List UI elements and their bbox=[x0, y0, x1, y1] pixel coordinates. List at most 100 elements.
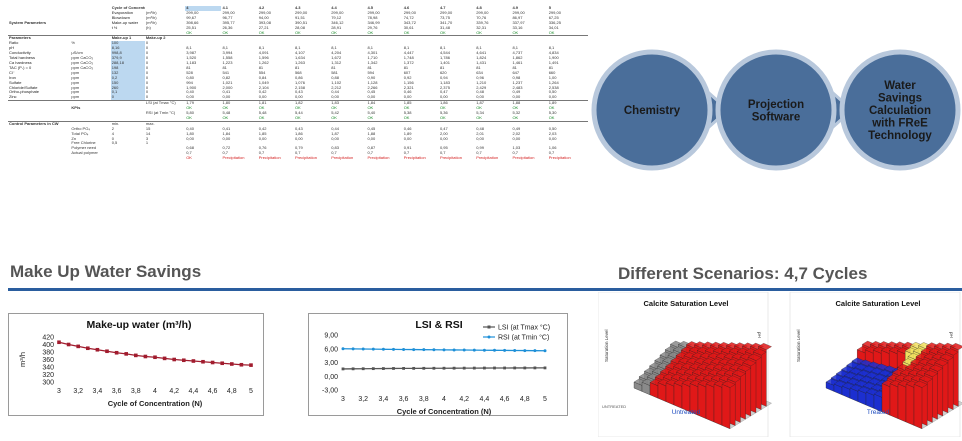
table-cell: 4.2 bbox=[258, 6, 265, 10]
data-point bbox=[95, 347, 100, 352]
table-cell: 0,00 bbox=[367, 95, 376, 100]
table-cell: 341,70 bbox=[439, 20, 453, 25]
table-cell: 1,89 bbox=[547, 100, 588, 107]
data-point bbox=[392, 367, 395, 370]
surface-bar bbox=[649, 379, 664, 399]
bar-face bbox=[897, 383, 907, 423]
table-cell: 0,7 bbox=[548, 151, 555, 156]
x-tick-label: 4,8 bbox=[520, 396, 530, 403]
bar-top bbox=[939, 353, 954, 361]
y-tick-label: 300 bbox=[42, 380, 54, 387]
table-cell: 1,84 bbox=[222, 131, 231, 136]
table-cell: 1,87 bbox=[331, 131, 339, 136]
table-cell: 1,84 bbox=[366, 100, 403, 107]
x-tick-label: 3,8 bbox=[419, 396, 429, 403]
table-cell: 0,7 bbox=[331, 151, 337, 156]
makeup-water-chart-panel: Make-up water (m³/h) 300 320 340 360 380 400 42… bbox=[8, 313, 264, 416]
table-cell: 0,7 bbox=[476, 151, 482, 156]
table-cell: 5,32 bbox=[512, 111, 521, 116]
table-cell: 0,00 bbox=[476, 95, 484, 100]
table-cell: 94,00 bbox=[258, 15, 269, 20]
table-cell: 81 bbox=[294, 65, 300, 70]
table-cell: 0 bbox=[145, 70, 149, 75]
table-cell: Make-up water bbox=[111, 20, 139, 25]
data-point bbox=[341, 367, 345, 371]
table-cell: 1,862 bbox=[512, 56, 523, 61]
table-cell: 81 bbox=[258, 65, 264, 70]
system-row: Blowdown (m³/h) 99,67 96,77 94,00 91,51 79,12 7… bbox=[8, 16, 588, 21]
table-cell: Polymer need bbox=[71, 146, 97, 151]
table-cell: OK bbox=[294, 106, 301, 111]
table-cell: 5,80 bbox=[186, 111, 194, 116]
table-cell bbox=[185, 120, 222, 127]
table-cell: 1,86 bbox=[294, 131, 303, 136]
table-cell: 5,36 bbox=[439, 111, 448, 116]
table-cell: 1,88 bbox=[367, 131, 376, 136]
table-cell: Total hardness bbox=[9, 56, 36, 61]
table-cell: OK bbox=[331, 115, 337, 120]
bar-top bbox=[929, 364, 944, 372]
spreadsheet: Cycle of Concentration (N)44.14.24.34.44… bbox=[8, 6, 588, 218]
table-cell: 0 bbox=[145, 75, 149, 80]
table-cell: 81 bbox=[186, 65, 191, 70]
data-point bbox=[351, 367, 355, 371]
bar-face bbox=[673, 382, 683, 409]
table-cell bbox=[221, 35, 258, 42]
ph-axis-label: pH bbox=[757, 332, 762, 338]
table-cell: 0,00 bbox=[367, 136, 376, 141]
x-tick-label: 4,8 bbox=[227, 388, 237, 395]
data-point bbox=[66, 342, 71, 347]
table-cell: 0,86 bbox=[294, 75, 303, 80]
flow-step-3: Water Savings Calculation with FReE Technolo… bbox=[839, 49, 961, 171]
table-cell: 28,91 bbox=[331, 25, 342, 30]
data-point bbox=[493, 348, 496, 352]
param-row: Ortho-phosphate ppm 0,1 0 0,40 0,41 0,42 0,43 0,… bbox=[8, 90, 588, 96]
table-cell: OK bbox=[512, 30, 519, 35]
bar-top bbox=[737, 364, 752, 372]
data-point bbox=[124, 352, 128, 356]
x-tick-label: 3,2 bbox=[358, 396, 368, 403]
control-row: Free Chlorine 0,5 1 bbox=[8, 141, 588, 146]
table-cell: 299,00 bbox=[548, 10, 561, 15]
table-cell: 1,021 bbox=[222, 80, 233, 85]
table-cell: 100 bbox=[110, 41, 145, 47]
table-cell: 29,76 bbox=[367, 25, 378, 30]
control-row: Actual polymer 0,7 0,7 0,7 0,7 0,7 0,7 0,7 0,7 0,… bbox=[8, 151, 588, 156]
table-cell: OK bbox=[476, 115, 482, 120]
data-point bbox=[76, 344, 80, 349]
table-cell: 299,00 bbox=[439, 10, 453, 15]
scenario-panel: Calcite Saturation Level Saturation Level… bbox=[789, 292, 962, 437]
data-point bbox=[134, 353, 138, 358]
table-cell: OK bbox=[222, 106, 229, 111]
flow-step-label: Chemistry bbox=[624, 105, 681, 117]
x-axis-label: Cycle of Concentration (N) bbox=[397, 407, 492, 416]
table-cell: 0,45 bbox=[367, 126, 376, 131]
table-cell: 299,00 bbox=[331, 10, 344, 15]
table-cell: 1,85 bbox=[258, 131, 267, 136]
table-cell: Precipitation bbox=[294, 156, 317, 161]
table-cell bbox=[366, 35, 403, 42]
table-cell: 0,00 bbox=[403, 95, 412, 100]
table-cell: 4.9 bbox=[512, 6, 518, 10]
data-point bbox=[442, 366, 446, 370]
table-cell bbox=[70, 100, 111, 107]
data-point bbox=[422, 366, 426, 370]
table-cell: Precipitation bbox=[367, 156, 390, 161]
param-row: Sulfate ppm 150 0 994 1,021 1,049 1,076 1,102 1,1… bbox=[8, 80, 588, 86]
bar-top bbox=[918, 375, 933, 383]
table-cell: Blowdown bbox=[111, 15, 130, 20]
table-cell: 1,312 bbox=[331, 60, 342, 65]
bar-top bbox=[721, 380, 736, 388]
table-cell: 81 bbox=[222, 65, 227, 70]
table-cell: 0 bbox=[145, 60, 149, 65]
makeup-water-chart: Make-up water (m³/h) 30032034036038040042… bbox=[18, 319, 253, 408]
table-cell: 1,210 bbox=[476, 80, 487, 85]
table-cell: 0 bbox=[145, 85, 149, 90]
table-cell bbox=[257, 35, 294, 42]
x-tick-label: 3 bbox=[341, 396, 345, 403]
table-cell: 4,301 bbox=[367, 51, 378, 56]
table-cell: Zn bbox=[71, 136, 77, 141]
data-point bbox=[513, 348, 517, 352]
flow-step-1: Chemistry bbox=[591, 49, 731, 171]
table-cell: 73,75 bbox=[439, 15, 450, 20]
